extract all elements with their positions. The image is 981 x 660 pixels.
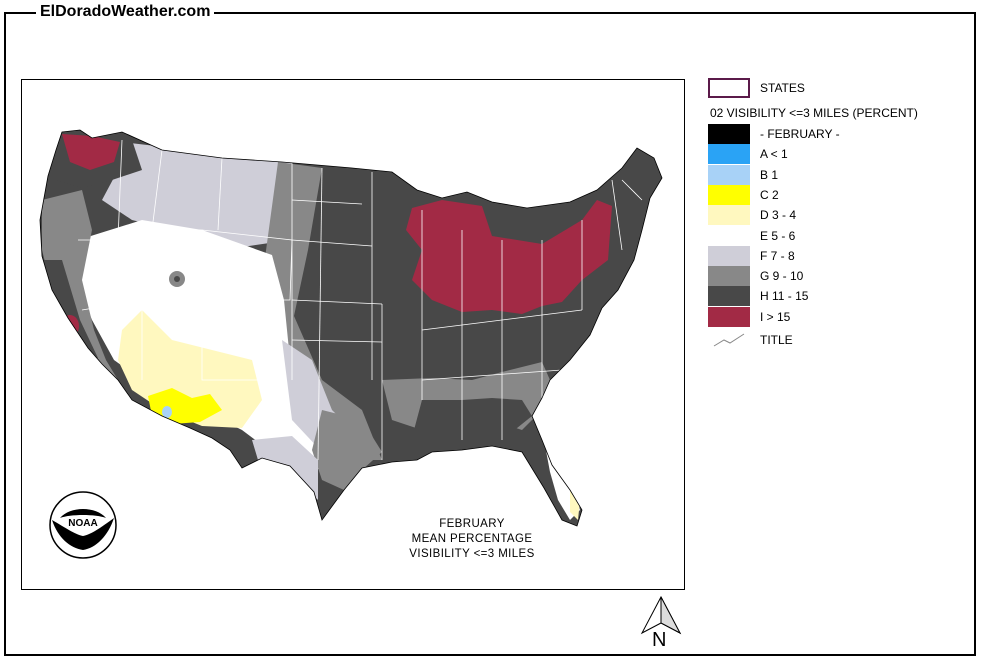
caption-line-variable: VISIBILITY <=3 MILES <box>409 548 535 560</box>
states-swatch <box>708 78 750 98</box>
legend-item: I > 15 <box>708 306 791 327</box>
legend-swatch <box>708 184 750 205</box>
legend-heading: 02 VISIBILITY <=3 MILES (PERCENT) <box>710 106 918 120</box>
map-caption: FEBRUARY MEAN PERCENTAGE VISIBILITY <=3 … <box>392 517 552 562</box>
caption-line-metric: MEAN PERCENTAGE <box>411 533 533 545</box>
legend-swatch <box>708 124 750 144</box>
legend-item-label: C 2 <box>760 187 779 202</box>
legend-item: A < 1 <box>708 144 788 165</box>
legend-item: F 7 - 8 <box>708 245 795 266</box>
legend-item-label: - FEBRUARY - <box>760 127 840 141</box>
us-map <box>39 129 663 527</box>
legend-item: - FEBRUARY - <box>708 124 840 144</box>
legend-swatch <box>708 245 750 266</box>
legend-swatch <box>708 205 750 226</box>
legend-item-label: E 5 - 6 <box>760 228 796 243</box>
legend-states-row: STATES <box>708 78 805 98</box>
legend-item-label: I > 15 <box>760 309 791 324</box>
legend-swatch <box>708 266 750 287</box>
legend-title-row: TITLE <box>708 330 793 350</box>
legend-states-label: STATES <box>760 81 805 95</box>
legend-item: D 3 - 4 <box>708 205 797 226</box>
legend-swatch <box>708 164 750 185</box>
north-label: N <box>652 629 667 651</box>
legend-item: C 2 <box>708 184 779 205</box>
legend-item: E 5 - 6 <box>708 225 796 246</box>
legend-swatch <box>708 306 750 327</box>
legend-item-label: D 3 - 4 <box>760 208 797 223</box>
noaa-logo-text: NOAA <box>68 518 97 529</box>
site-title: ElDoradoWeather.com <box>36 2 215 22</box>
legend-item-label: G 9 - 10 <box>760 269 804 284</box>
legend-item: H 11 - 15 <box>708 286 809 307</box>
title-line-icon <box>713 333 745 347</box>
legend-item-label: B 1 <box>760 167 779 182</box>
legend-swatch <box>708 286 750 307</box>
legend-item-label: F 7 - 8 <box>760 248 795 263</box>
legend-swatch <box>708 144 750 165</box>
legend-item: B 1 <box>708 164 779 185</box>
map-panel: NOAA FEBRUARY MEAN PERCENTAGE VISIBILITY… <box>21 79 685 590</box>
state-boundaries <box>78 139 643 461</box>
page-frame <box>4 12 976 656</box>
caption-line-month: FEBRUARY <box>439 518 505 530</box>
legend-item: G 9 - 10 <box>708 266 804 287</box>
legend-item-label: A < 1 <box>760 147 788 162</box>
legend-item-label: H 11 - 15 <box>760 289 809 304</box>
legend-swatch <box>708 225 750 246</box>
legend-title-label: TITLE <box>760 333 793 347</box>
north-arrow-icon <box>640 595 682 635</box>
noaa-logo: NOAA <box>49 491 117 559</box>
